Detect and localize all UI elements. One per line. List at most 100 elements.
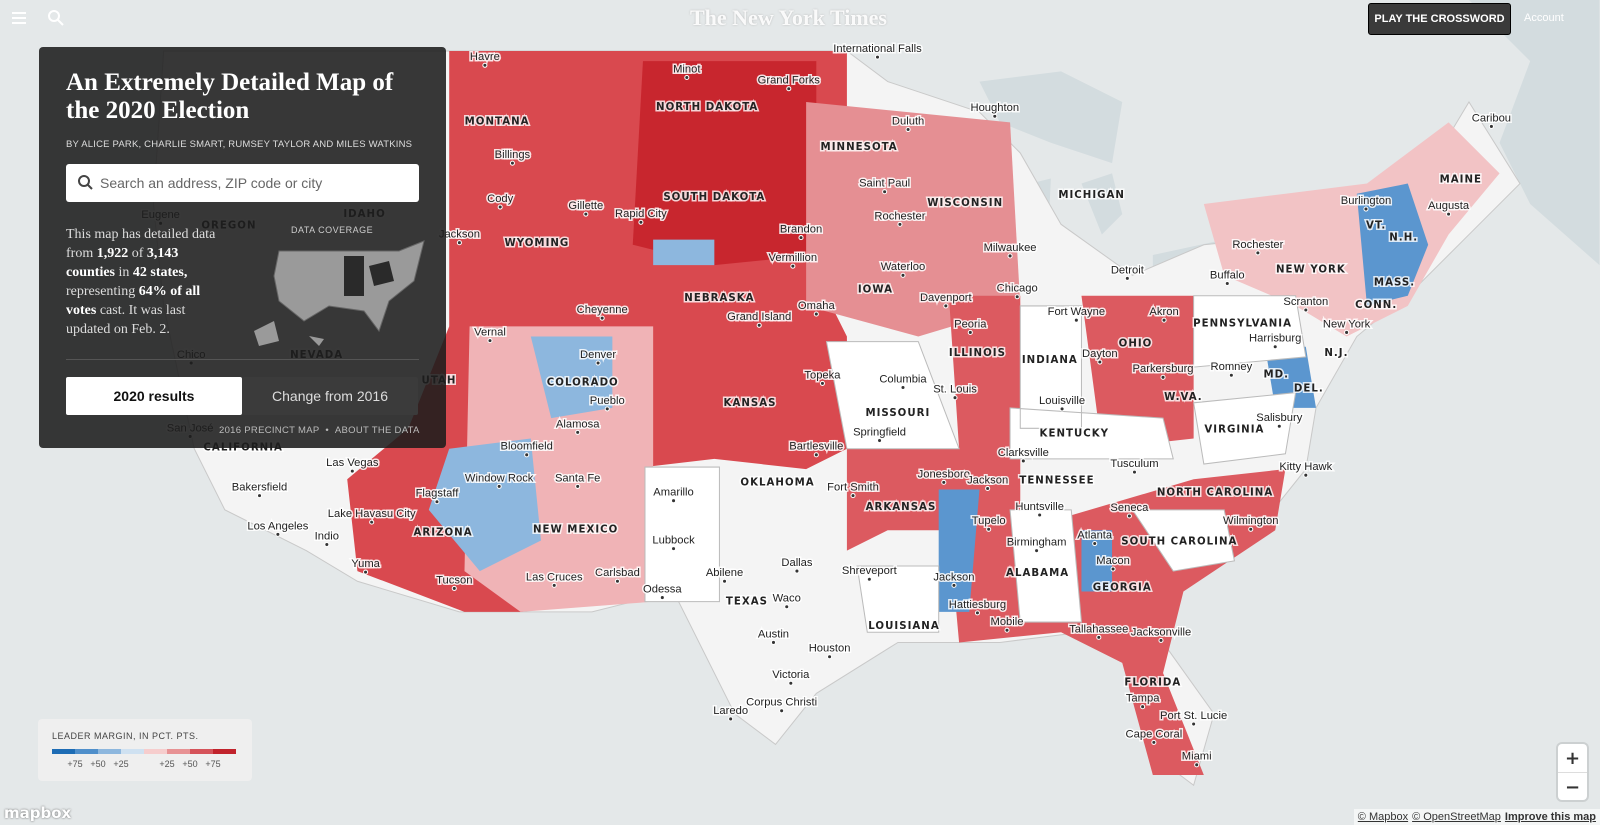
city-label[interactable]: Havre [468,50,501,65]
city-label[interactable]: Carlsbad [594,566,642,581]
city-label[interactable]: Indio [313,529,340,544]
city-label[interactable]: Louisville [1038,393,1087,408]
city-label[interactable]: Saint Paul [858,176,912,191]
result-tab[interactable]: Change from 2016 [242,377,418,415]
city-label[interactable]: Parkersburg [1131,362,1195,377]
city-label[interactable]: Miami [1180,749,1213,764]
city-label[interactable]: Houghton [969,101,1021,116]
city-label[interactable]: Abilene [704,566,744,581]
account[interactable]: Account [1524,12,1564,24]
city-label[interactable]: Buffalo [1208,268,1246,283]
city-label[interactable]: Laredo [712,703,750,718]
city-label[interactable]: Clarksville [996,445,1050,460]
city-label[interactable]: Topeka [803,368,843,383]
city-label[interactable]: Birmingham [1005,535,1068,550]
city-label[interactable]: Burlington [1339,193,1393,208]
city-label[interactable]: Pueblo [588,393,626,408]
city-label[interactable]: Alamosa [554,417,601,432]
city-label[interactable]: Hattiesburg [947,597,1007,612]
city-label[interactable]: Kitty Hawk [1278,460,1334,475]
city-label[interactable]: Denver [578,347,617,362]
panel-link[interactable]: ABOUT THE DATA [334,425,420,436]
logo[interactable]: The New York Times [690,5,887,30]
zoom-out[interactable]: − [1564,776,1581,798]
city-label[interactable]: Wilmington [1222,514,1280,529]
city-label[interactable]: Chicago [995,281,1039,296]
city-label[interactable]: Tusculum [1109,457,1160,472]
city-label[interactable]: Tampa [1124,691,1161,706]
city-label[interactable]: Vernal [473,325,508,340]
result-tab[interactable]: 2020 results [66,377,242,415]
city-label[interactable]: Waterloo [879,260,926,275]
city-label[interactable]: Harrisburg [1248,331,1303,346]
attribution-link[interactable]: © Mapbox [1357,811,1409,823]
crossword-button[interactable]: PLAY THE CROSSWORD [1368,3,1511,35]
menu-search-icons[interactable] [10,0,70,36]
city-label[interactable]: Bakersfield [230,480,288,495]
city-label[interactable]: Rochester [1231,237,1285,252]
city-label[interactable]: Gillette [567,199,605,214]
city-label[interactable]: St. Louis [932,382,979,397]
city-label[interactable]: Grand Forks [756,73,822,88]
city-label[interactable]: Victoria [771,668,812,683]
city-label[interactable]: Austin [756,627,790,642]
city-label[interactable]: Amarillo [652,485,696,500]
mapbox-logo[interactable]: mapbox [4,804,72,822]
city-label[interactable]: Milwaukee [982,240,1038,255]
city-label[interactable]: Omaha [796,298,837,313]
city-label[interactable]: Tucson [435,573,474,588]
city-label[interactable]: Fort Smith [826,480,881,495]
city-label[interactable]: Flagstaff [414,486,461,501]
panel-link[interactable]: 2016 PRECINCT MAP [219,425,320,436]
city-label[interactable]: Dayton [1081,346,1120,361]
city-label[interactable]: Mobile [989,615,1025,630]
city-label[interactable]: Jackson [932,570,976,585]
city-label[interactable]: Lake Havasu City [326,506,417,521]
city-label[interactable]: Odessa [641,582,683,597]
attribution-link[interactable]: © OpenStreetMap [1412,811,1501,823]
city-label[interactable]: Santa Fe [553,471,602,486]
city-label[interactable]: Cape Coral [1124,727,1184,742]
city-label[interactable]: Lubbock [651,533,697,548]
city-label[interactable]: Las Cruces [524,570,584,585]
city-label[interactable]: Augusta [1426,199,1471,214]
attribution-link[interactable]: Improve this map [1504,811,1596,823]
city-label[interactable]: Cheyenne [575,303,629,318]
city-label[interactable]: Jackson [966,473,1010,488]
city-label[interactable]: Peoria [953,317,989,332]
city-label[interactable]: Bloomfield [499,439,554,454]
city-label[interactable]: Window Rock [463,471,535,486]
city-label[interactable]: Dallas [780,555,815,570]
city-label[interactable]: Minot [672,62,703,77]
city-label[interactable]: Salisbury [1255,411,1305,426]
search-box[interactable]: Search an address, ZIP code or city [66,164,419,202]
city-label[interactable]: Port St. Lucie [1158,708,1228,723]
city-label[interactable]: Yuma [350,556,382,571]
city-label[interactable]: International Falls [832,41,924,56]
city-label[interactable]: Seneca [1109,500,1151,515]
city-label[interactable]: Columbia [878,372,929,387]
city-label[interactable]: Los Angeles [246,519,311,534]
city-label[interactable]: Waco [771,591,802,606]
city-label[interactable]: Las Vegas [325,456,381,471]
city-label[interactable]: Bartlesville [788,439,845,454]
zoom-in[interactable]: + [1558,744,1587,773]
city-label[interactable]: Jacksonville [1129,625,1192,640]
city-label[interactable]: Macon [1095,553,1132,568]
city-label[interactable]: Corpus Christi [745,695,819,710]
city-label[interactable]: Davenport [918,290,974,305]
city-label[interactable]: Jackson [437,227,481,242]
city-label[interactable]: Brandon [778,222,823,237]
city-label[interactable]: Detroit [1109,263,1146,278]
city-label[interactable]: New York [1321,317,1372,332]
city-label[interactable]: Rapid City [614,207,669,222]
city-label[interactable]: Huntsville [1014,499,1066,514]
city-label[interactable]: Romney [1209,360,1254,375]
city-label[interactable]: Caribou [1470,111,1512,126]
city-label[interactable]: Tupelo [970,514,1007,529]
city-label[interactable]: Jonesboro [916,467,971,482]
city-label[interactable]: Fort Wayne [1046,305,1107,320]
city-label[interactable]: Shreveport [840,564,899,579]
city-label[interactable]: Akron [1148,305,1180,320]
